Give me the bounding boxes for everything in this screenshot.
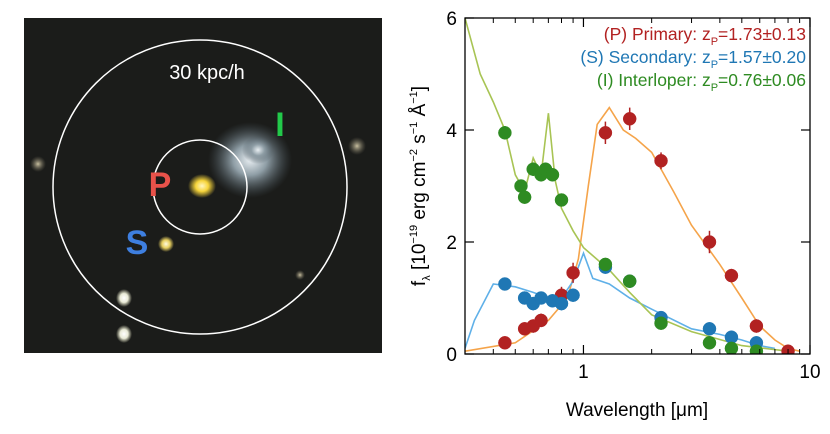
- y-tick-label: 6: [446, 9, 457, 30]
- data-points: [498, 112, 795, 354]
- legend-primary: (P) Primary: zP=1.73±0.13: [604, 24, 806, 48]
- x-tick-label: 1: [578, 362, 589, 383]
- point-secondary: [566, 288, 580, 302]
- sky-field: [30, 39, 366, 343]
- point-secondary: [554, 296, 569, 311]
- model-curve-secondary: [465, 250, 776, 350]
- point-primary: [566, 266, 580, 280]
- primary-galaxy: [188, 174, 216, 198]
- error-bars: [504, 107, 789, 354]
- point-interloper: [749, 344, 764, 354]
- model-curve-primary: [465, 106, 800, 352]
- point-interloper: [654, 316, 668, 330]
- plot-frame: [464, 17, 811, 355]
- point-primary: [749, 319, 764, 333]
- y-axis-label: fλ [10−19 erg cm−2 s−1 Å−1]: [408, 86, 433, 286]
- y-tick-label: 0: [446, 345, 457, 366]
- point-interloper: [598, 257, 613, 272]
- legend-interloper: (I) Interloper: zP=0.76±0.06: [597, 70, 806, 94]
- label-interloper: I: [275, 106, 284, 144]
- point-primary: [702, 235, 717, 249]
- outer-aperture-circle: [52, 39, 348, 335]
- point-interloper: [498, 126, 512, 140]
- point-primary: [498, 336, 512, 350]
- point-interloper: [622, 274, 637, 288]
- point-primary: [622, 112, 637, 126]
- y-tick-label: 2: [446, 233, 457, 254]
- secondary-galaxy: [158, 236, 174, 252]
- faint-source-3: [295, 270, 305, 280]
- x-axis-label: Wavelength [μm]: [566, 400, 708, 421]
- point-secondary: [702, 322, 717, 336]
- label-primary: P: [149, 166, 172, 204]
- inner-aperture-circle: [152, 139, 248, 235]
- axis-ticks: [464, 17, 811, 355]
- model-curve-interloper: [465, 18, 789, 352]
- x-tick-label: 10: [799, 362, 820, 383]
- label-secondary: S: [126, 224, 149, 262]
- point-interloper: [554, 193, 569, 207]
- point-interloper: [545, 168, 560, 182]
- star-2: [116, 325, 132, 343]
- interloper-galaxy-core: [242, 136, 274, 164]
- point-primary: [724, 268, 739, 283]
- point-interloper: [517, 190, 532, 204]
- point-secondary: [534, 291, 548, 305]
- star-1: [116, 289, 132, 307]
- point-interloper: [702, 336, 717, 350]
- point-secondary: [498, 277, 512, 291]
- point-primary: [654, 154, 668, 168]
- scale-label: 30 kpc/h: [169, 62, 245, 84]
- point-primary: [598, 126, 613, 140]
- faint-source-2: [348, 137, 366, 155]
- point-primary: [534, 313, 548, 328]
- y-tick-label: 4: [446, 121, 457, 142]
- faint-source-1: [30, 156, 46, 172]
- legend-secondary: (S) Secondary: zP=1.57±0.20: [580, 47, 806, 71]
- legend: (P) Primary: zP=1.73±0.13 (S) Secondary:…: [580, 24, 806, 94]
- tick-labels: 0 2 4 6 1 10: [446, 9, 820, 383]
- point-interloper: [724, 341, 739, 354]
